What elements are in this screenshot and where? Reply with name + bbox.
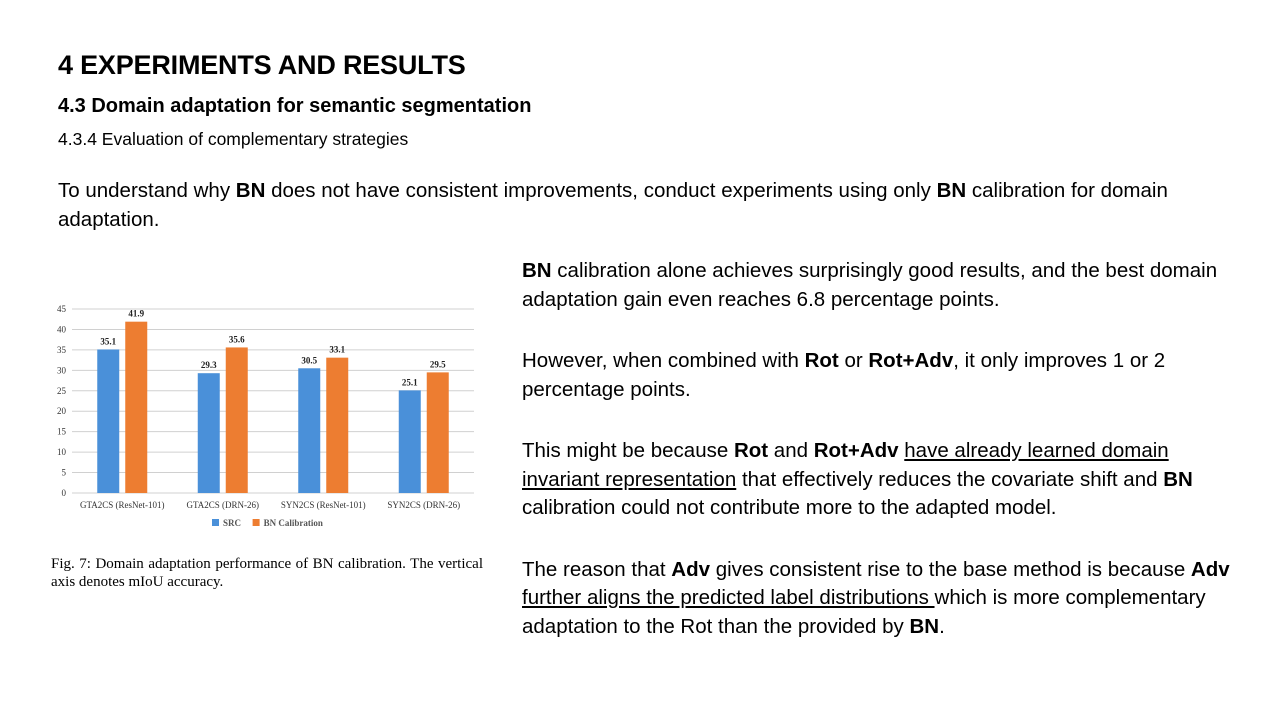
legend-swatch <box>212 519 219 526</box>
data-label: 30.5 <box>301 355 317 365</box>
y-tick-label: 40 <box>57 324 67 334</box>
bar-bn-calibration <box>125 321 148 493</box>
finding-paragraph-4: The reason that Adv gives consistent ris… <box>522 556 1242 642</box>
paragraph-text: The reason that <box>522 557 672 581</box>
y-tick-label: 20 <box>57 406 67 416</box>
paragraph-text: gives consistent rise to the base method… <box>710 557 1191 581</box>
intro-paragraph: To understand why BN does not have consi… <box>58 177 1228 234</box>
paragraph-text: which is more complementary adaptation t… <box>522 586 1206 638</box>
y-tick-label: 5 <box>62 468 67 478</box>
paragraph-text: or <box>838 349 869 372</box>
bar-bn-calibration <box>326 357 349 493</box>
bar-src <box>298 368 321 493</box>
data-label: 25.1 <box>402 377 418 387</box>
paragraph-text: calibration alone achieves surprisingly … <box>522 259 1218 311</box>
intro-text: calibration for domain adaptation. <box>58 179 1168 231</box>
bold-term: Rot+Adv <box>813 439 899 462</box>
legend-swatch <box>252 519 260 526</box>
y-tick-label: 30 <box>57 365 67 375</box>
section-heading: 4.3 Domain adaptation for semantic segme… <box>58 95 532 117</box>
bold-term: Rot+Adv <box>868 349 954 372</box>
figure-caption: Fig. 7: Domain adaptation performance of… <box>51 556 483 590</box>
legend-label: SRC <box>223 518 241 528</box>
bar-bn-calibration <box>225 347 248 493</box>
paragraph-text: calibration could not contribute more to… <box>522 496 1057 519</box>
data-label: 41.9 <box>128 309 144 319</box>
bold-term: Adv <box>1190 557 1230 581</box>
paragraph-text: , it only improves 1 or 2 percentage poi… <box>522 349 1166 401</box>
y-tick-label: 35 <box>57 345 67 355</box>
bar-chart: 0 5 10 15 20 25 30 35 40 45 35.1 41.9 GTA2CS (ResNet… <box>48 295 488 535</box>
y-tick-label: 45 <box>57 304 67 314</box>
data-label: 35.6 <box>229 334 245 344</box>
bar-src <box>398 390 421 493</box>
paragraph-text: . <box>939 614 945 638</box>
slide-title: 4 EXPERIMENTS AND RESULTS <box>58 50 466 80</box>
bar-bn-calibration <box>426 372 449 493</box>
x-tick-label: SYN2CS (ResNet-101) <box>281 500 366 510</box>
data-label: 35.1 <box>100 336 116 346</box>
paragraph-text: and <box>768 439 814 462</box>
intro-bold: BN <box>235 179 266 202</box>
intro-text: does not have consistent improvements, c… <box>265 179 937 202</box>
bold-term: Adv <box>671 557 711 581</box>
paragraph-text: that effectively reduces the covariate s… <box>736 467 1164 491</box>
bar-src <box>197 373 220 493</box>
y-tick-label: 0 <box>62 488 67 498</box>
bold-term: BN <box>909 614 940 638</box>
bar-src <box>97 349 120 493</box>
legend-label: BN Calibration <box>264 518 323 528</box>
chart-svg: 0 5 10 15 20 25 30 35 40 45 35.1 41.9 GTA2CS (ResNet… <box>57 304 474 528</box>
data-label: 29.5 <box>430 359 446 369</box>
underlined-phrase: further aligns the predicted label distr… <box>522 586 935 609</box>
bold-term: Rot <box>804 349 839 372</box>
y-tick-label: 10 <box>57 447 67 457</box>
y-tick-label: 25 <box>57 386 67 396</box>
intro-text: To understand why <box>58 179 236 202</box>
bold-term: Rot <box>733 439 769 462</box>
intro-bold: BN <box>936 179 967 202</box>
paragraph-text: However, when combined with <box>522 349 805 372</box>
data-label: 33.1 <box>329 345 345 355</box>
data-label: 29.3 <box>201 360 217 370</box>
x-tick-label: SYN2CS (DRN-26) <box>387 500 460 510</box>
underlined-phrase: have already learned domain invariant re… <box>522 439 1169 491</box>
subsection-heading: 4.3.4 Evaluation of complementary strate… <box>58 129 409 149</box>
finding-paragraph-1: BN calibration alone achieves surprising… <box>522 257 1242 314</box>
findings-column: BN calibration alone achieves surprising… <box>522 257 1242 674</box>
bold-term: BN <box>522 259 552 282</box>
x-tick-label: GTA2CS (DRN-26) <box>186 500 259 510</box>
y-tick-label: 15 <box>57 427 67 437</box>
x-tick-label: GTA2CS (ResNet-101) <box>80 500 165 510</box>
paragraph-text: This might be because <box>522 439 734 462</box>
finding-paragraph-2: However, when combined with Rot or Rot+A… <box>522 347 1242 404</box>
finding-paragraph-3: This might be because Rot and Rot+Adv ha… <box>522 437 1242 523</box>
bold-term: BN <box>1163 467 1193 491</box>
